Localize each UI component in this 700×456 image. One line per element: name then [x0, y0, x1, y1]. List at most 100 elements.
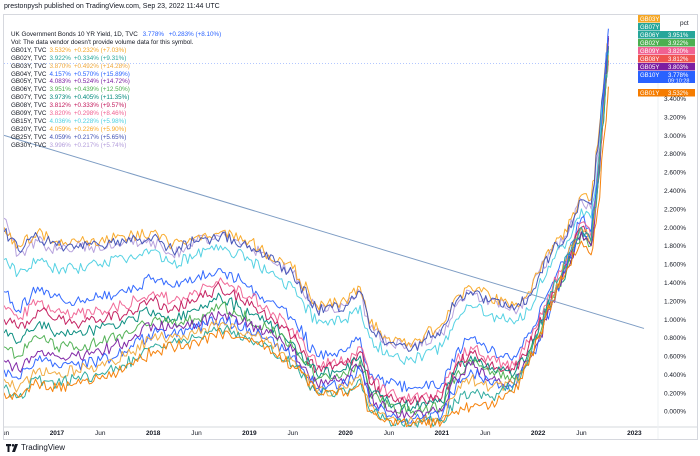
y-tick-label: 0.600%	[664, 354, 686, 361]
y-tick-label: 2.400%	[664, 188, 686, 195]
axis-tag-bg	[638, 47, 695, 55]
axis-tag-label: GB03Y	[640, 17, 659, 23]
axis-tag-gb02y[interactable]: GB02Y 3.922%	[638, 39, 695, 47]
legend-value: 3.996%	[49, 141, 71, 149]
y-tick-label: 1.400%	[664, 280, 686, 287]
axis-tag-value: 3.922%	[668, 41, 689, 47]
axis-tag-label: GB09Y	[640, 49, 659, 55]
axis-tag-value: 3.803%	[668, 65, 689, 71]
axis-tag-gb05y[interactable]: GB05Y 3.803%	[638, 63, 695, 71]
series-line-gb01y[interactable]	[4, 86, 609, 429]
axis-tag-gb08y[interactable]: GB08Y 3.812%	[638, 55, 695, 63]
x-tick-label: Jun	[95, 430, 106, 437]
legend-change: +0.217% (+5.74%)	[73, 141, 127, 149]
legend-title: UK Government Bonds 10 YR Yield, 1D, TVC	[11, 31, 138, 38]
legend-value: 3.922%	[49, 54, 71, 62]
legend-row: GB06Y, TVC 3.951% +0.439% (+12.50%)	[11, 86, 221, 94]
footer-brand[interactable]: TradingView	[21, 443, 66, 452]
x-tick-label: Jun	[384, 430, 395, 437]
x-tick-label: 2019	[242, 430, 257, 437]
x-tick-label: 2018	[146, 430, 161, 437]
legend-value: 3.532%	[49, 46, 71, 54]
axis-tag-value: 3.951%	[668, 33, 689, 39]
x-tick-label: Jun	[576, 430, 587, 437]
axis-tag-gb03y[interactable]: GB03Y	[638, 15, 660, 23]
axis-tag-gb01y[interactable]: GB01Y 3.532%	[638, 89, 695, 97]
legend-vol-note: Vol: The data vendor doesn't provide vol…	[11, 38, 194, 46]
x-tick-label: 2022	[531, 430, 546, 437]
series-line-gb10y[interactable]	[4, 63, 609, 393]
legend-change: +0.334% (+9.31%)	[73, 54, 127, 62]
legend-change: +0.298% (+8.46%)	[73, 110, 127, 118]
axis-tag-gb07y[interactable]: GB07Y	[638, 23, 660, 31]
axis-tag-gb10y[interactable]: GB10Y 3.778%09:10:28	[638, 71, 695, 85]
series-line-gb15y[interactable]	[4, 39, 609, 365]
legend-value: 3.951%	[49, 86, 71, 94]
series-line-gb25y[interactable]	[4, 37, 609, 352]
y-tick-label: 0.800%	[664, 335, 686, 342]
line-chart[interactable]: 0.000% 0.200% 0.400% 0.600% 0.800% 1.000% 1.20…	[4, 15, 697, 439]
legend-change: +0.524% (+14.72%)	[73, 78, 130, 86]
legend-change: +0.333% (+9.57%)	[73, 102, 127, 110]
series-line-gb02y[interactable]	[4, 50, 609, 428]
series-line-gb09y[interactable]	[4, 59, 609, 402]
legend-title-value: 3.778%	[142, 31, 164, 38]
trendline[interactable]	[4, 134, 645, 329]
legend-change: +0.570% (+15.89%)	[73, 70, 130, 78]
legend-change: +0.492% (+14.28%)	[73, 62, 130, 70]
legend-symbol: GB15Y, TVC	[11, 117, 47, 125]
legend-symbol: GB02Y, TVC	[11, 54, 47, 62]
axis-tag-gb09y[interactable]: GB09Y 3.820%	[638, 47, 695, 55]
y-tick-label: 1.200%	[664, 298, 686, 305]
axis-tag-countdown: 09:10:28	[668, 79, 689, 85]
legend-row: GB15Y, TVC 4.036% +0.228% (+5.98%)	[11, 118, 221, 126]
x-tick-label: Jun	[287, 430, 298, 437]
legend-row: GB25Y, TVC 4.059% +0.217% (+5.65%)	[11, 134, 221, 142]
legend-row: GB05Y, TVC 4.083% +0.524% (+14.72%)	[11, 78, 221, 86]
legend-row: GB08Y, TVC 3.812% +0.333% (+9.57%)	[11, 102, 221, 110]
tradingview-logo-icon[interactable]	[6, 443, 18, 452]
legend-symbol: GB04Y, TVC	[11, 70, 47, 78]
legend-change: +0.217% (+5.65%)	[73, 133, 127, 141]
legend-row: GB01Y, TVC 3.532% +0.232% (+7.03%)	[11, 47, 221, 55]
legend-symbol: GB03Y, TVC	[11, 62, 47, 70]
y-tick-label: 1.600%	[664, 262, 686, 269]
legend-title-change: +0.283% (+8.10%)	[168, 31, 222, 38]
axis-tag-label: GB10Y	[640, 73, 659, 79]
legend-symbol: GB07Y, TVC	[11, 94, 47, 102]
y-tick-label: 2.000%	[664, 225, 686, 232]
y-tick-label: 0.000%	[664, 409, 686, 416]
x-tick-label: 2017	[50, 430, 65, 437]
legend-title-row: UK Government Bonds 10 YR Yield, 1D, TVC…	[11, 31, 221, 39]
legend-symbol: GB20Y, TVC	[11, 125, 47, 133]
legend-row: GB04Y, TVC 4.157% +0.570% (+15.89%)	[11, 71, 221, 79]
footer: TradingView	[6, 443, 65, 452]
y-tick-label: 3.000%	[664, 133, 686, 140]
legend-row: GB07Y, TVC 3.973% +0.405% (+11.35%)	[11, 94, 221, 102]
publisher-text: prestonpysh published on TradingView.com…	[4, 3, 220, 10]
y-tick-label: 3.200%	[664, 114, 686, 121]
axis-tag-bg	[638, 89, 695, 97]
series-line-gb20y[interactable]	[4, 37, 609, 348]
legend-value: 3.812%	[49, 102, 71, 110]
legend-row: GB02Y, TVC 3.922% +0.334% (+9.31%)	[11, 55, 221, 63]
axis-tag-bg	[638, 15, 660, 23]
legend-value: 4.083%	[49, 78, 71, 86]
x-tick-label: 2023	[627, 430, 642, 437]
legend-value: 3.820%	[49, 110, 71, 118]
chart-legend: UK Government Bonds 10 YR Yield, 1D, TVC…	[11, 31, 221, 150]
y-tick-label: 2.600%	[664, 170, 686, 177]
y-tick-label: 0.400%	[664, 372, 686, 379]
axis-tag-gb06y[interactable]: GB06Y 3.951%	[638, 31, 695, 39]
legend-value: 4.036%	[49, 117, 71, 125]
axis-tag-bg	[638, 63, 695, 71]
series-line-gb08y[interactable]	[4, 60, 609, 406]
legend-change: +0.405% (+11.35%)	[73, 94, 130, 102]
legend-symbol: GB01Y, TVC	[11, 46, 47, 54]
axis-tag-label: GB01Y	[640, 91, 659, 97]
legend-value: 4.059%	[49, 133, 71, 141]
y-unit-label: pct	[680, 20, 689, 27]
y-tick-label: 1.000%	[664, 317, 686, 324]
axis-tag-value: 3.812%	[668, 57, 689, 63]
axis-tag-label: GB07Y	[640, 25, 659, 31]
